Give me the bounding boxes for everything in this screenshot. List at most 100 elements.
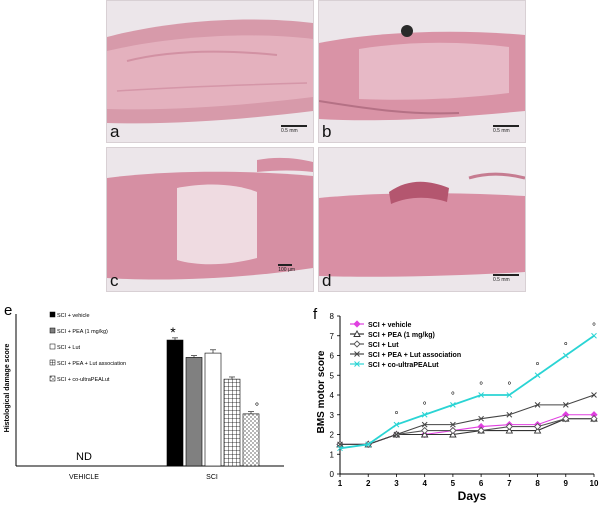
legend-swatch <box>49 343 56 350</box>
data-point <box>354 351 360 357</box>
y-tick-label: 0 <box>330 470 335 479</box>
data-point <box>562 415 570 423</box>
significance-marker: ° <box>564 342 568 353</box>
x-tick-label: 6 <box>479 479 484 488</box>
scale-bar-d: 0.5 mm <box>493 274 519 283</box>
y-tick-label: 2 <box>330 431 335 440</box>
data-point <box>421 411 428 418</box>
data-point <box>478 415 484 422</box>
data-point <box>534 372 541 379</box>
significance-marker: ° <box>423 401 427 412</box>
micrograph-b-image <box>319 1 525 142</box>
panel-label-d: d <box>322 271 332 290</box>
data-point <box>450 421 456 428</box>
scale-bar-a: 0.5 mm <box>281 125 307 134</box>
bar <box>204 352 222 467</box>
legend-entry: SCI + vehicle <box>368 322 411 329</box>
data-point <box>354 361 360 367</box>
bar <box>166 339 184 467</box>
x-tick-label: 7 <box>507 479 512 488</box>
line-chart-xlabel: Days <box>458 489 487 503</box>
legend-entry: SCI + PEA (1 mg/kg) <box>57 329 108 335</box>
x-tick-label: 2 <box>366 479 371 488</box>
bar <box>185 357 203 467</box>
significance-marker: ° <box>394 411 398 422</box>
panel-label-e: e <box>4 302 13 319</box>
x-tick-label: 8 <box>535 479 540 488</box>
panel-label-b: b <box>322 122 332 141</box>
data-point <box>421 421 428 428</box>
data-point <box>591 392 597 398</box>
scale-text-d: 0.5 mm <box>493 277 510 283</box>
data-point <box>591 332 597 339</box>
not-detected-label: ND <box>76 451 92 463</box>
series-line <box>336 415 598 449</box>
y-tick-label: 1 <box>330 450 335 459</box>
legend-entry: SCI + Lut <box>368 342 399 349</box>
legend-entry: SCI + PEA + Lut association <box>368 352 461 359</box>
series-line <box>337 332 597 452</box>
scale-bar-c: 100 µm <box>278 264 295 273</box>
data-point <box>505 422 513 431</box>
micrograph-d-image <box>319 148 525 291</box>
bar-chart-e: VEHICLE SCI ND * ° SCI + vehicle SCI + PEA (… <box>4 311 284 481</box>
legend-swatch <box>49 375 56 382</box>
data-point <box>420 430 429 438</box>
data-point <box>449 430 457 438</box>
bar-chart-category-label: VEHICLE <box>69 474 99 481</box>
x-tick-label: 4 <box>422 479 427 488</box>
data-point <box>478 392 484 398</box>
line-chart-ylabel: BMS motor score <box>316 350 327 433</box>
data-point <box>533 422 542 431</box>
panel-label-a: a <box>110 122 120 141</box>
data-point <box>353 340 361 348</box>
x-tick-label: 10 <box>590 479 599 488</box>
bar <box>223 378 241 467</box>
x-tick-label: 9 <box>564 479 569 488</box>
bar <box>242 413 260 467</box>
series-line <box>337 392 597 448</box>
data-point <box>506 411 513 418</box>
y-tick-label: 3 <box>330 411 335 420</box>
bar-chart-category-label: SCI <box>206 474 218 481</box>
series-path <box>339 335 595 450</box>
legend-swatch <box>49 359 56 366</box>
data-point <box>506 392 513 398</box>
data-point <box>421 426 429 435</box>
significance-marker: ° <box>507 381 511 392</box>
data-point <box>534 402 541 408</box>
data-point <box>353 330 361 337</box>
scale-bar-b: 0.5 mm <box>493 125 519 134</box>
micrograph-panel-d: d 0.5 mm <box>318 147 526 292</box>
data-point <box>533 426 542 434</box>
micrograph-panel-b: b 0.5 mm <box>318 0 526 143</box>
legend-entry: SCI + PEA + Lut association <box>57 361 126 367</box>
y-tick-label: 6 <box>330 352 335 361</box>
legend-entry: SCI + co-ultraPEALut <box>57 377 110 383</box>
micrograph-c-image <box>107 148 313 291</box>
data-point <box>365 441 372 448</box>
legend-entry: SCI + PEA (1 mg/kg) <box>368 332 435 339</box>
panel-label-f: f <box>313 306 318 323</box>
legend-swatch <box>49 311 56 318</box>
legend-swatch <box>49 327 56 334</box>
data-point <box>562 402 569 408</box>
significance-star: * <box>170 324 176 340</box>
x-tick-label: 1 <box>338 479 343 488</box>
y-tick-label: 7 <box>330 332 335 341</box>
bar-chart-ylabel: Histological damage score <box>4 344 11 433</box>
micrograph-a-image <box>107 1 313 142</box>
y-tick-label: 8 <box>330 312 335 321</box>
legend-entry: SCI + Lut <box>57 345 81 351</box>
micrograph-panel-a: a 0.5 mm <box>106 0 314 143</box>
legend-entry: SCI + co-ultraPEALut <box>368 362 439 369</box>
data-point <box>450 402 456 408</box>
scale-text-a: 0.5 mm <box>281 128 298 134</box>
y-tick-label: 4 <box>330 391 335 400</box>
data-point <box>353 320 361 328</box>
data-point <box>505 426 514 434</box>
scale-text-b: 0.5 mm <box>493 128 510 134</box>
x-tick-label: 5 <box>451 479 456 488</box>
data-point <box>393 421 400 428</box>
